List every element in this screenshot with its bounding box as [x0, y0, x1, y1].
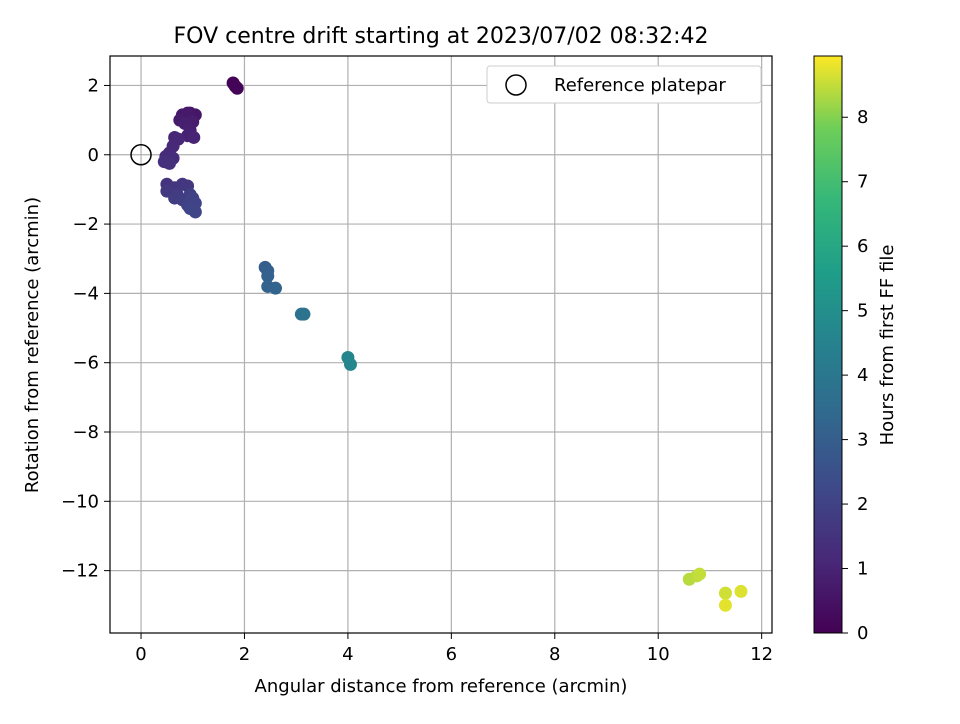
x-axis-label: Angular distance from reference (arcmin): [255, 676, 628, 697]
colorbar: 0 1 2 3 4 5 6 7 8 Hours from first FF file: [813, 55, 898, 644]
colorbar-tick-label: 5: [857, 301, 868, 322]
data-point: [230, 81, 244, 95]
x-tick-label: 4: [342, 644, 353, 665]
colorbar-tick-label: 1: [857, 559, 868, 580]
y-tick-label: −10: [61, 491, 99, 512]
colorbar-tick-label: 8: [857, 107, 868, 128]
x-tick-label: 6: [446, 644, 457, 665]
grid-lines: [110, 56, 772, 633]
data-point: [269, 281, 282, 295]
data-point: [734, 584, 748, 598]
y-tick-label: −2: [72, 214, 99, 235]
y-tick-label: 0: [88, 145, 99, 166]
colorbar-tick-label: 2: [857, 494, 868, 515]
legend-label-reference: Reference platepar: [554, 75, 726, 96]
x-tick-label: 12: [750, 644, 773, 665]
data-points: [130, 76, 748, 612]
colorbar-tick-label: 3: [857, 430, 868, 451]
colorbar-tick-label: 7: [857, 172, 868, 193]
data-point: [188, 205, 202, 219]
data-point: [718, 586, 732, 600]
colorbar-tick-label: 6: [857, 236, 868, 257]
colorbar-tick-label: 0: [857, 623, 868, 644]
chart-title: FOV centre drift starting at 2023/07/02 …: [174, 24, 709, 49]
data-point: [187, 130, 201, 144]
colorbar-ticks: 0 1 2 3 4 5 6 7 8: [842, 107, 868, 644]
y-tick-label: −12: [61, 561, 99, 582]
y-tick-label: −8: [72, 422, 99, 443]
data-point: [343, 357, 357, 371]
x-tick-label: 0: [135, 644, 146, 665]
data-point: [297, 307, 311, 321]
data-point: [718, 598, 732, 612]
legend-marker-reference: [505, 74, 527, 96]
y-tick-label: −6: [72, 353, 99, 374]
plot-frame: [109, 55, 773, 634]
x-tick-label: 10: [647, 644, 670, 665]
data-point: [162, 156, 176, 170]
x-tick-label: 8: [549, 644, 560, 665]
y-axis-ticks: 2 0 −2 −4 −6 −8 −10 −12: [61, 75, 110, 582]
reference-platepar-marker: [130, 144, 152, 166]
legend: Reference platepar: [486, 65, 762, 104]
x-axis-ticks: 0 2 4 6 8 10 12: [135, 633, 773, 665]
y-tick-label: 2: [88, 75, 99, 96]
colorbar-tick-label: 4: [857, 365, 868, 386]
x-tick-label: 2: [239, 644, 250, 665]
legend-box: [486, 65, 762, 104]
data-point: [693, 567, 707, 581]
colorbar-gradient: [813, 55, 843, 634]
y-axis-label: Rotation from reference (arcmin): [22, 197, 43, 493]
data-point: [261, 269, 275, 283]
colorbar-label: Hours from first FF file: [877, 245, 898, 446]
y-tick-label: −4: [72, 283, 99, 304]
